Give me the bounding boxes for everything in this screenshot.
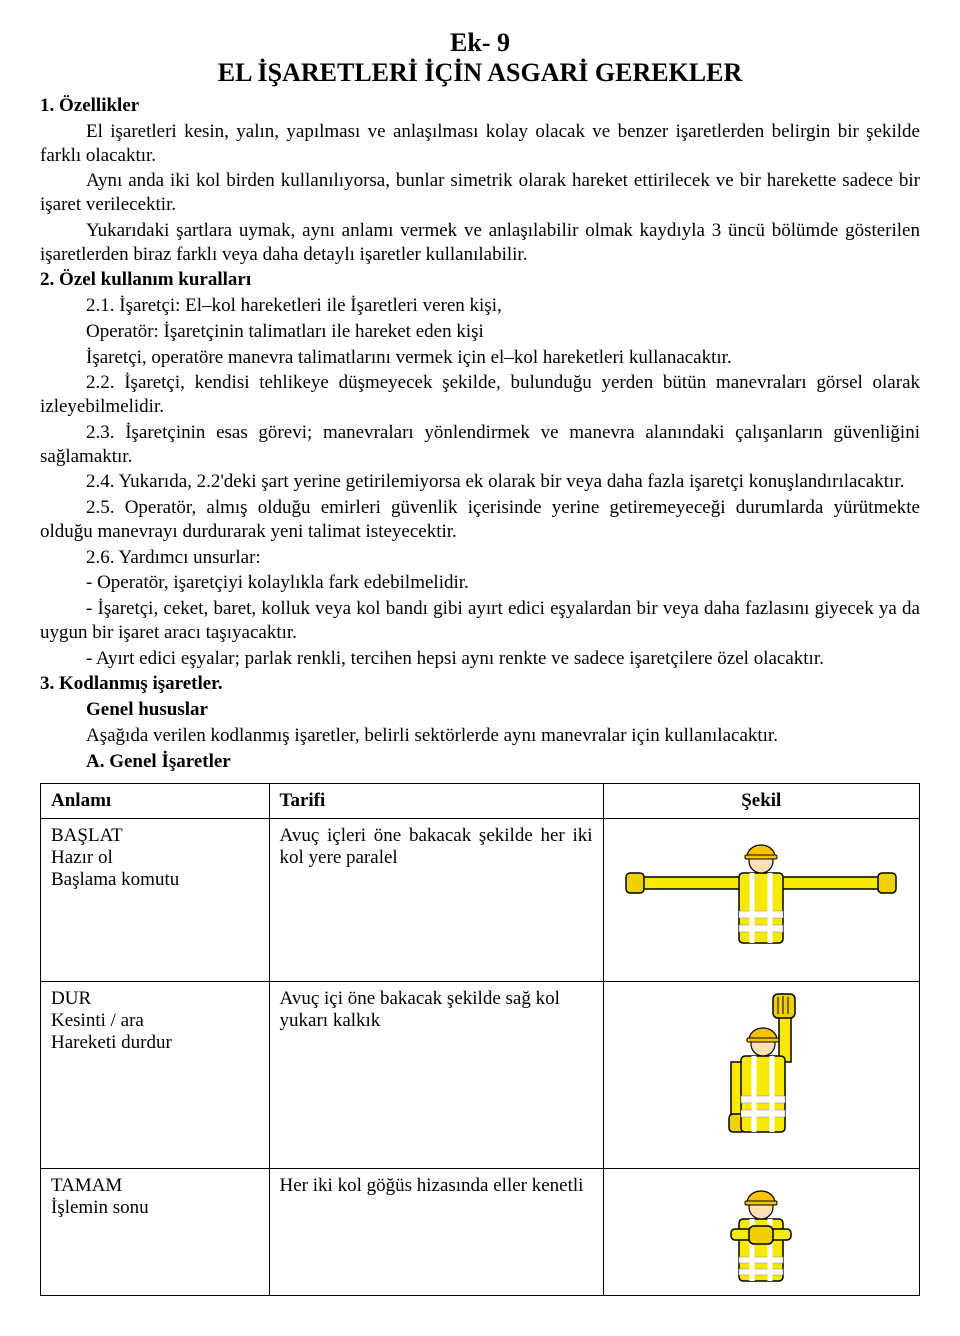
section-2-heading: 2. Özel kullanım kuralları	[40, 268, 920, 292]
cell-desc-1: Avuç içleri öne bakacak şekilde her iki …	[269, 819, 603, 982]
meaning-line: Başlama komutu	[51, 869, 259, 891]
s2-6: 2.6. Yardımcı unsurlar:	[40, 546, 920, 570]
signals-table: Anlamı Tarifi Şekil BAŞLAT Hazır ol Başl…	[40, 783, 920, 1296]
end-signal-icon	[691, 1179, 831, 1289]
th-meaning: Anlamı	[41, 784, 270, 819]
meaning-line: Kesinti / ara	[51, 1010, 259, 1032]
figure-start	[614, 825, 909, 959]
stop-signal-icon	[691, 992, 831, 1162]
cell-figure-3	[603, 1169, 919, 1296]
s2-3: 2.3. İşaretçinin esas görevi; manevralar…	[40, 421, 920, 469]
s2-6b: - İşaretçi, ceket, baret, kolluk veya ko…	[40, 597, 920, 645]
s2-6c: - Ayırt edici eşyalar; parlak renkli, te…	[40, 647, 920, 671]
meaning-line: Hazır ol	[51, 847, 259, 869]
meaning-line: DUR	[51, 988, 259, 1010]
body-text: 1. Özellikler El işaretleri kesin, yalın…	[40, 94, 920, 773]
table-header-row: Anlamı Tarifi Şekil	[41, 784, 920, 819]
th-figure: Şekil	[603, 784, 919, 819]
cell-meaning-3: TAMAM İşlemin sonu	[41, 1169, 270, 1296]
s1-p1: El işaretleri kesin, yalın, yapılması ve…	[40, 120, 920, 168]
th-desc: Tarifi	[269, 784, 603, 819]
cell-desc-3: Her iki kol göğüs hizasında eller kenetl…	[269, 1169, 603, 1296]
meaning-line: BAŞLAT	[51, 825, 259, 847]
main-title: EL İŞARETLERİ İÇİN ASGARİ GEREKLER	[40, 58, 920, 88]
table-row: BAŞLAT Hazır ol Başlama komutu Avuç içle…	[41, 819, 920, 982]
s3-A: A. Genel İşaretler	[40, 750, 920, 774]
s2-6a: - Operatör, işaretçiyi kolaylıkla fark e…	[40, 571, 920, 595]
s2-1c: İşaretçi, operatöre manevra talimatların…	[40, 346, 920, 370]
cell-meaning-1: BAŞLAT Hazır ol Başlama komutu	[41, 819, 270, 982]
s1-p2: Aynı anda iki kol birden kullanılıyorsa,…	[40, 169, 920, 217]
section-3-heading: 3. Kodlanmış işaretler.	[40, 672, 920, 696]
page: Ek- 9 EL İŞARETLERİ İÇİN ASGARİ GEREKLER…	[0, 0, 960, 1336]
s2-1b: Operatör: İşaretçinin talimatları ile ha…	[40, 320, 920, 344]
meaning-line: İşlemin sonu	[51, 1197, 259, 1219]
s3-p1: Aşağıda verilen kodlanmış işaretler, bel…	[40, 724, 920, 748]
annex-number: Ek- 9	[40, 28, 920, 58]
meaning-line: TAMAM	[51, 1175, 259, 1197]
s3-sub: Genel hususlar	[40, 698, 920, 722]
s2-1a: 2.1. İşaretçi: El–kol hareketleri ile İş…	[40, 294, 920, 318]
figure-end	[614, 1175, 909, 1289]
table-row: TAMAM İşlemin sonu Her iki kol göğüs hiz…	[41, 1169, 920, 1296]
figure-stop	[614, 988, 909, 1162]
section-1-heading: 1. Özellikler	[40, 94, 920, 118]
cell-figure-2	[603, 982, 919, 1169]
table-row: DUR Kesinti / ara Hareketi durdur Avuç i…	[41, 982, 920, 1169]
meaning-line: Hareketi durdur	[51, 1032, 259, 1054]
s2-4: 2.4. Yukarıda, 2.2'deki şart yerine geti…	[40, 470, 920, 494]
cell-meaning-2: DUR Kesinti / ara Hareketi durdur	[41, 982, 270, 1169]
cell-figure-1	[603, 819, 919, 982]
start-signal-icon	[621, 829, 901, 959]
title-block: Ek- 9 EL İŞARETLERİ İÇİN ASGARİ GEREKLER	[40, 28, 920, 88]
s2-5: 2.5. Operatör, almış olduğu emirleri güv…	[40, 496, 920, 544]
cell-desc-2: Avuç içi öne bakacak şekilde sağ kol yuk…	[269, 982, 603, 1169]
s1-p3: Yukarıdaki şartlara uymak, aynı anlamı v…	[40, 219, 920, 267]
s2-2: 2.2. İşaretçi, kendisi tehlikeye düşmeye…	[40, 371, 920, 419]
